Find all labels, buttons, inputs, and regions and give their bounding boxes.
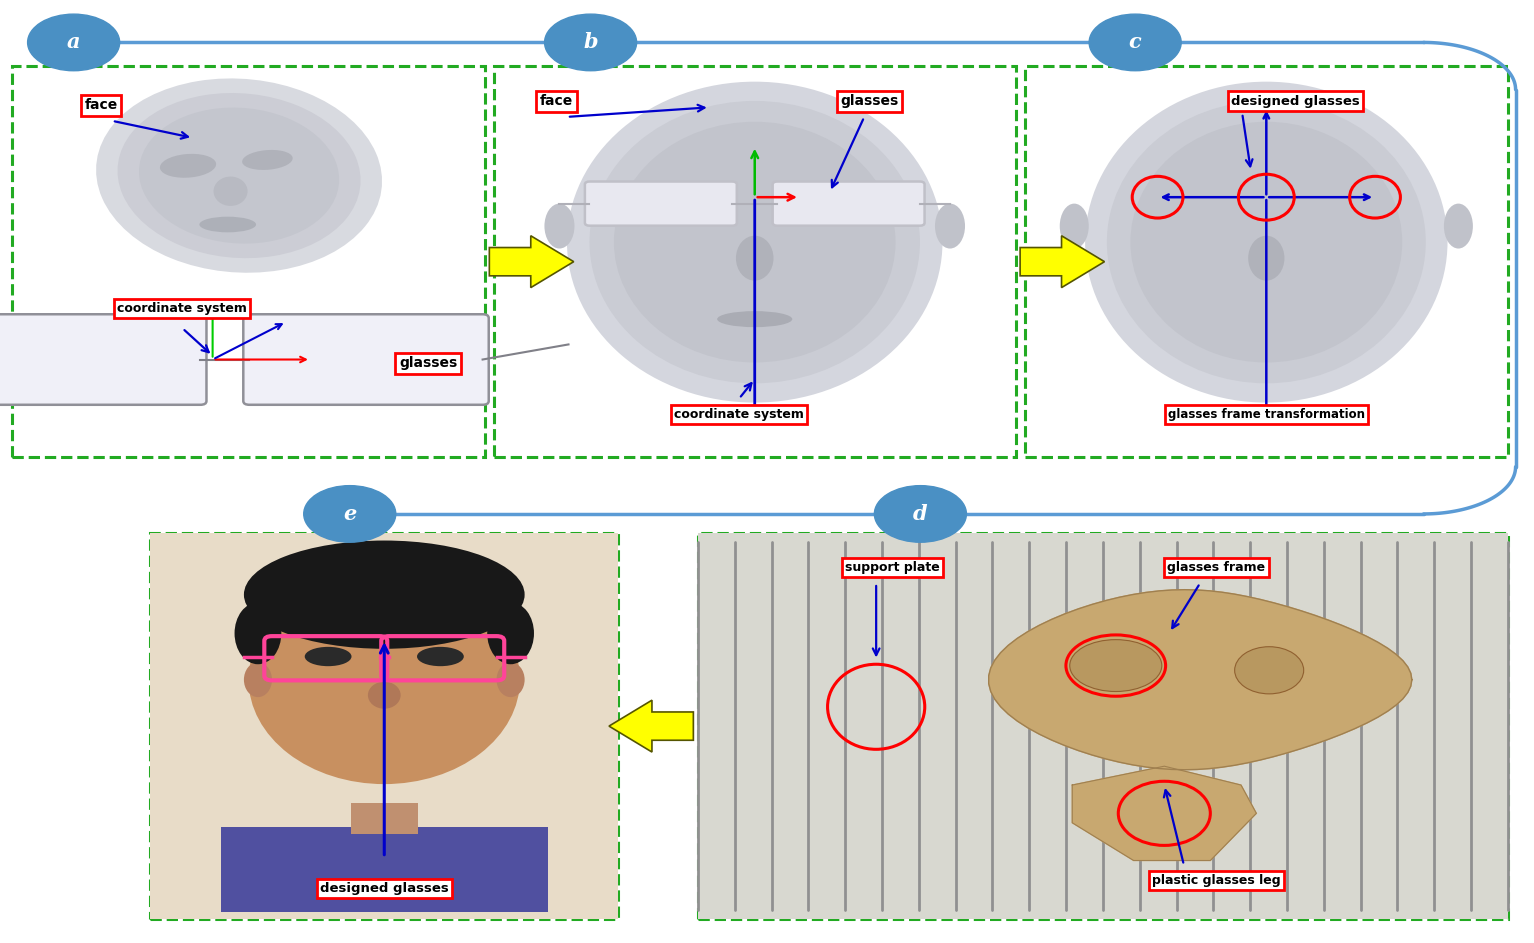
Text: glasses: glasses [399, 356, 457, 371]
Circle shape [545, 14, 637, 71]
Text: glasses frame transformation: glasses frame transformation [1167, 407, 1365, 421]
Ellipse shape [614, 122, 896, 362]
Bar [150, 533, 618, 919]
FancyBboxPatch shape [244, 314, 489, 405]
Ellipse shape [244, 540, 525, 649]
Ellipse shape [1443, 204, 1473, 249]
Ellipse shape [1108, 101, 1425, 383]
Bar [12, 66, 485, 457]
Ellipse shape [1235, 647, 1304, 694]
Circle shape [874, 486, 966, 542]
Ellipse shape [936, 204, 965, 249]
Bar [1025, 66, 1508, 457]
Bar [698, 533, 1508, 919]
Ellipse shape [140, 108, 339, 243]
FancyArrow shape [1020, 236, 1104, 288]
Circle shape [1089, 14, 1181, 71]
Ellipse shape [244, 662, 272, 697]
Ellipse shape [242, 150, 293, 170]
Ellipse shape [736, 236, 773, 281]
Text: support plate: support plate [845, 561, 940, 574]
Ellipse shape [249, 575, 520, 785]
Text: face: face [84, 98, 118, 112]
Ellipse shape [1131, 122, 1402, 362]
Ellipse shape [417, 647, 463, 666]
Text: designed glasses: designed glasses [321, 882, 448, 895]
Ellipse shape [488, 603, 534, 664]
Ellipse shape [545, 204, 574, 249]
Ellipse shape [781, 188, 864, 220]
Ellipse shape [199, 217, 256, 232]
Ellipse shape [160, 154, 216, 177]
Text: face: face [540, 94, 574, 108]
Ellipse shape [1060, 204, 1089, 249]
Text: glasses: glasses [841, 94, 899, 108]
Ellipse shape [97, 78, 382, 273]
Ellipse shape [1069, 639, 1161, 691]
Ellipse shape [213, 176, 247, 206]
Text: glasses frame: glasses frame [1167, 561, 1266, 574]
Text: e: e [344, 504, 356, 524]
Text: a: a [67, 32, 80, 53]
Text: coordinate system: coordinate system [673, 407, 804, 421]
Bar [150, 533, 618, 919]
Ellipse shape [1249, 236, 1284, 281]
FancyBboxPatch shape [0, 314, 207, 405]
Text: d: d [913, 504, 928, 524]
Ellipse shape [589, 101, 920, 383]
Circle shape [304, 486, 396, 542]
Text: coordinate system: coordinate system [118, 302, 247, 315]
Ellipse shape [305, 647, 351, 666]
FancyBboxPatch shape [773, 181, 925, 225]
Ellipse shape [235, 603, 281, 664]
Circle shape [28, 14, 120, 71]
Text: c: c [1129, 32, 1141, 53]
Ellipse shape [497, 662, 525, 697]
Bar [350, 803, 417, 835]
Bar [698, 533, 1508, 919]
FancyArrow shape [489, 236, 574, 288]
Ellipse shape [1085, 82, 1448, 403]
Polygon shape [1072, 766, 1256, 860]
Text: plastic glasses leg: plastic glasses leg [1152, 874, 1281, 887]
Polygon shape [989, 589, 1411, 769]
Bar [494, 66, 1016, 457]
Ellipse shape [368, 682, 400, 709]
Ellipse shape [118, 93, 360, 258]
Text: designed glasses: designed glasses [1230, 94, 1359, 108]
Ellipse shape [568, 82, 942, 403]
Text: b: b [583, 32, 598, 53]
FancyArrow shape [609, 700, 693, 753]
Ellipse shape [646, 188, 729, 220]
Ellipse shape [718, 311, 792, 327]
FancyBboxPatch shape [584, 181, 736, 225]
Bar [221, 827, 548, 912]
